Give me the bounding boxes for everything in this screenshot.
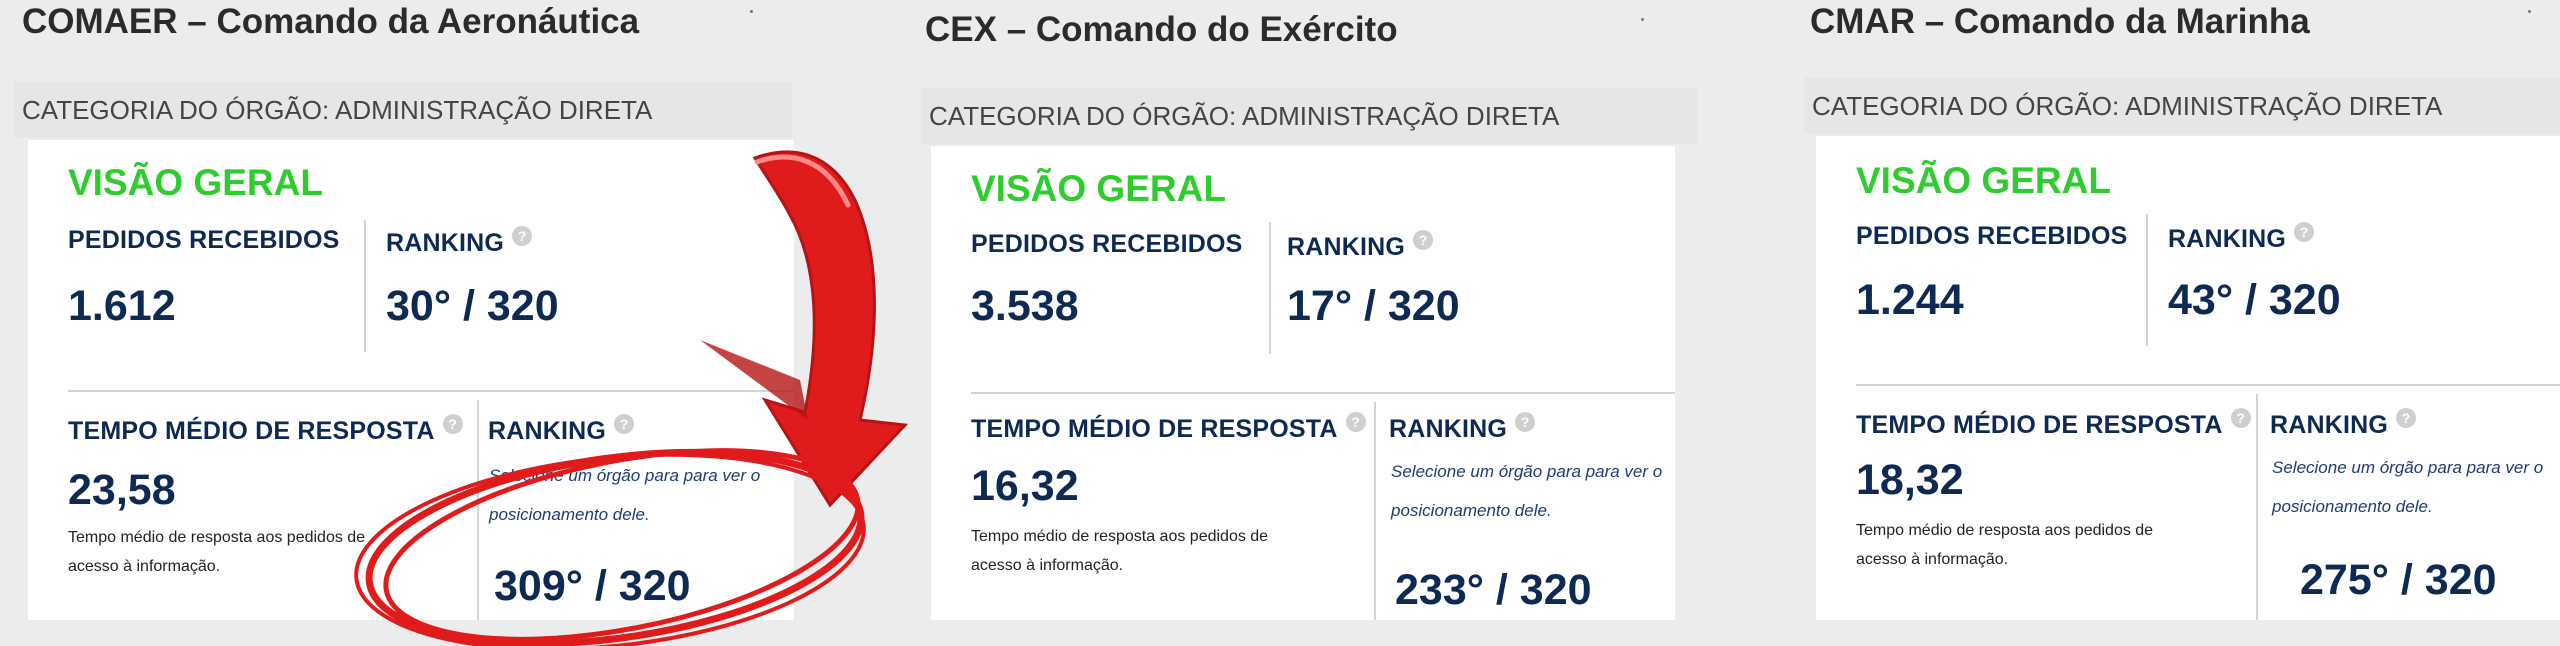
category-label: CATEGORIA DO ÓRGÃO: ADMINISTRAÇÃO DIRETA [921,88,1697,144]
overview-card: VISÃO GERAL PEDIDOS RECEBIDOS 1.612 RANK… [28,140,794,620]
panel-cmar: CMAR – Comando da Marinha CATEGORIA DO Ó… [1790,0,2560,646]
question-icon[interactable]: ? [2294,222,2315,242]
requests-value: 1.244 [1856,276,1964,324]
panel-comaer: COMAER – Comando da Aeronáutica CATEGORI… [0,0,800,646]
ranking-hint: Selecione um órgão para para ver o posic… [489,466,761,524]
divider [1269,222,1271,354]
question-icon[interactable]: ? [2396,408,2417,428]
category-label: CATEGORIA DO ÓRGÃO: ADMINISTRAÇÃO DIRETA [14,82,792,138]
corner-dot [1641,18,1644,21]
requests-ranking-value: 30° / 320 [386,282,559,330]
response-time-label: TEMPO MÉDIO DE RESPOSTA? [1856,408,2251,440]
question-icon[interactable]: ? [1515,412,1536,432]
divider [1374,402,1376,620]
requests-ranking-label: RANKING? [386,226,533,258]
requests-ranking-value: 43° / 320 [2168,276,2341,324]
response-time-label: TEMPO MÉDIO DE RESPOSTA? [971,412,1366,444]
question-icon[interactable]: ? [442,414,463,434]
response-time-description: Tempo médio de resposta aos pedidos de a… [1856,522,2154,568]
corner-dot [750,10,753,13]
overview-card: VISÃO GERAL PEDIDOS RECEBIDOS 3.538 RANK… [931,146,1675,620]
question-icon[interactable]: ? [614,414,635,434]
card-title: VISÃO GERAL [1856,160,2111,201]
divider [477,400,479,620]
question-icon[interactable]: ? [1345,412,1366,432]
card-title: VISÃO GERAL [971,168,1226,209]
response-time-ranking-value: 309° / 320 [494,562,691,610]
divider [2256,394,2258,620]
requests-value: 1.612 [68,282,176,330]
question-icon[interactable]: ? [1413,230,1434,250]
panel-title: CMAR – Comando da Marinha [1810,2,2310,41]
response-time-ranking-label: RANKING? [1389,412,1536,444]
response-time-value: 18,32 [1856,456,1964,504]
question-icon[interactable]: ? [512,226,533,246]
divider [971,392,1675,394]
requests-ranking-label: RANKING? [2168,222,2315,254]
response-time-ranking-label: RANKING? [2270,408,2417,440]
panel-title: COMAER – Comando da Aeronáutica [22,2,640,41]
response-time-value: 23,58 [68,466,176,514]
response-time-ranking-value: 275° / 320 [2300,556,2497,604]
response-time-value: 16,32 [971,462,1079,510]
panel-cex: CEX – Comando do Exército CATEGORIA DO Ó… [905,0,1697,646]
response-time-label: TEMPO MÉDIO DE RESPOSTA? [68,414,463,446]
divider [68,390,794,392]
response-time-ranking-label: RANKING? [488,414,635,446]
divider [2146,214,2148,346]
requests-ranking-value: 17° / 320 [1287,282,1460,330]
requests-label: PEDIDOS RECEBIDOS [1856,222,2128,250]
divider [1856,384,2560,386]
requests-value: 3.538 [971,282,1079,330]
response-time-ranking-value: 233° / 320 [1395,566,1592,614]
requests-ranking-label: RANKING? [1287,230,1434,262]
response-time-description: Tempo médio de resposta aos pedidos de a… [971,528,1269,574]
question-icon[interactable]: ? [2230,408,2251,428]
divider [364,220,366,352]
requests-label: PEDIDOS RECEBIDOS [68,226,340,254]
panel-title: CEX – Comando do Exército [925,10,1398,49]
ranking-hint: Selecione um órgão para para ver o posic… [1391,462,1663,520]
ranking-hint: Selecione um órgão para para ver o posic… [2272,458,2544,516]
requests-label: PEDIDOS RECEBIDOS [971,230,1243,258]
card-title: VISÃO GERAL [68,162,323,203]
corner-dot [2528,10,2531,13]
overview-card: VISÃO GERAL PEDIDOS RECEBIDOS 1.244 RANK… [1816,136,2560,620]
response-time-description: Tempo médio de resposta aos pedidos de a… [68,529,366,575]
category-label: CATEGORIA DO ÓRGÃO: ADMINISTRAÇÃO DIRETA [1804,78,2560,134]
